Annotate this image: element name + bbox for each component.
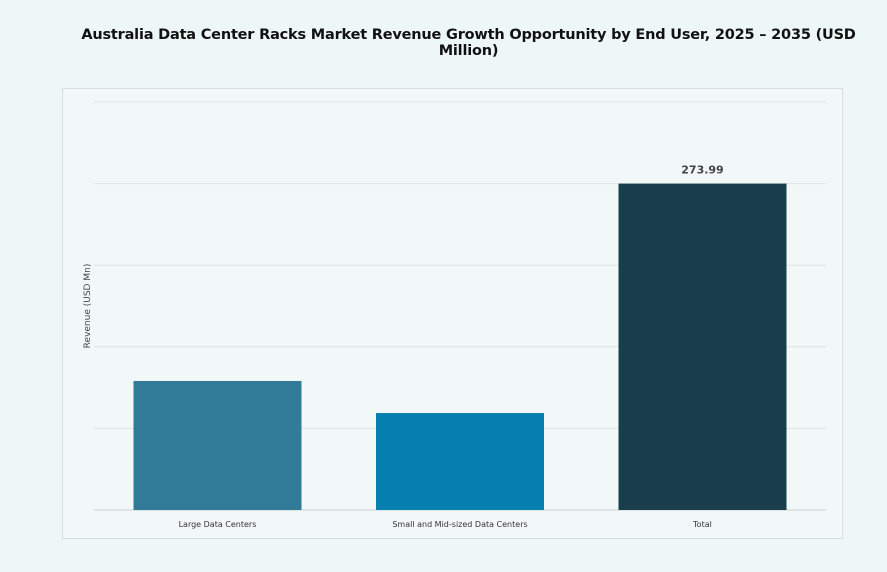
x-tick-label: Large Data Centers [179, 520, 257, 529]
data-label: 273.99 [681, 164, 723, 177]
x-tick-label: Total [692, 520, 712, 529]
x-tick-label: Small and Mid-sized Data Centers [392, 520, 527, 529]
bar [133, 380, 302, 510]
chart-title: Australia Data Center Racks Market Reven… [81, 27, 856, 59]
bar [618, 183, 787, 510]
y-axis-label: Revenue (USD Mn) [83, 264, 93, 349]
bar [376, 413, 544, 510]
